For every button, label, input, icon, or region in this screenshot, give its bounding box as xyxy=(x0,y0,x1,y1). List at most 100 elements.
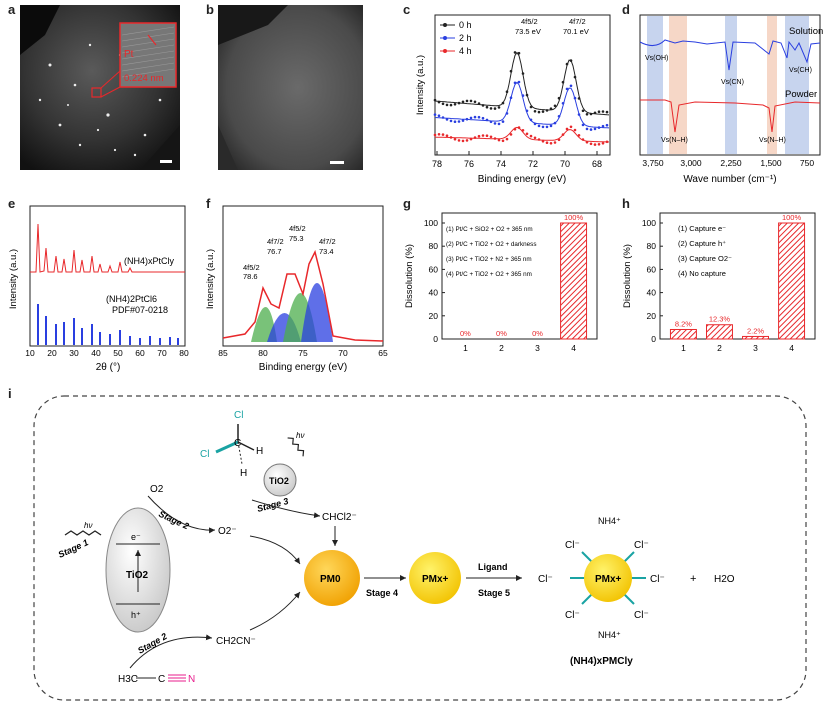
c-data-point xyxy=(473,100,477,104)
hv-stage3: hν xyxy=(296,431,304,440)
cl-atom-top: Cl xyxy=(234,410,243,421)
c-atom: C xyxy=(234,438,241,449)
bar-plot-frame xyxy=(441,212,598,340)
f-peak-label-3: 4f5/2 xyxy=(289,224,306,233)
svg-text:40: 40 xyxy=(91,348,101,358)
c-data-point xyxy=(481,116,485,120)
bar-xtick: 2 xyxy=(717,343,722,353)
bar-chart-g: Dissolution (%) 0 20 40 60 80 100 0% 1 0% 2 0% 3 100%… xyxy=(404,212,598,353)
f-xticks: 85 80 75 70 65 xyxy=(218,348,388,358)
ammonium-bottom: NH4⁺ xyxy=(598,630,621,640)
pmx-sphere xyxy=(409,552,461,604)
c-legend-0h: 0 h xyxy=(459,20,472,30)
c-xtick: 78 xyxy=(432,159,442,169)
panel-label-c: c xyxy=(403,2,411,17)
c-data-point xyxy=(585,127,589,131)
c-data-point xyxy=(569,84,573,88)
e-xticks: 10 20 30 40 50 60 70 80 xyxy=(25,348,189,358)
bar-xtick: 3 xyxy=(535,343,540,353)
tio2-particle-small xyxy=(263,463,297,497)
e-ylabel: Intensity (a.u.) xyxy=(8,249,19,309)
svg-text:10: 10 xyxy=(25,348,35,358)
f-ylabel: Intensity (a.u.) xyxy=(205,249,216,309)
panel-label-e: e xyxy=(8,196,16,211)
light-wave-stage3 xyxy=(287,437,305,457)
c-data-point xyxy=(541,110,545,113)
bar-ytick: 20 xyxy=(429,311,439,321)
svg-text:70: 70 xyxy=(157,348,167,358)
f-xlabel: Binding energy (eV) xyxy=(259,362,347,373)
c-data-point xyxy=(445,103,449,107)
panel-a-tem-image: Pt 0.224 nm xyxy=(20,5,180,170)
svg-text:85: 85 xyxy=(218,348,228,358)
e-pdf-label: PDF#07-0218 xyxy=(112,305,168,315)
c-data-point xyxy=(581,123,585,127)
xps-chart-f: Intensity (a.u.) 4f5/2 78.6 4f7/2 76.7 4… xyxy=(205,205,388,373)
c-data-point xyxy=(517,80,521,84)
powder-spectrum xyxy=(640,99,821,133)
c-data-point xyxy=(461,100,465,104)
panel-label-g: g xyxy=(403,196,411,211)
svg-text:65: 65 xyxy=(378,348,388,358)
c-data-point xyxy=(449,119,453,123)
c-data-point xyxy=(445,118,449,121)
bar-ytick: 0 xyxy=(433,334,438,344)
c-data-point xyxy=(545,125,549,129)
c-fit-curve xyxy=(434,126,610,143)
bar-data-label: 8.2% xyxy=(675,319,692,328)
bar-data-label: 0% xyxy=(496,329,507,338)
h-atom-right: H xyxy=(256,446,263,457)
chloroplatinate-complex: PMx+ NH4⁺ NH4⁺ Cl⁻ Cl⁻ Cl⁻ Cl⁻ Cl⁻ Cl⁻ xyxy=(538,516,665,640)
bar-4 xyxy=(778,222,806,340)
svg-text:30: 30 xyxy=(69,348,79,358)
panel-label-i: i xyxy=(8,386,12,401)
c-data-point xyxy=(593,127,597,131)
chloroform-molecule: Cl C Cl H H xyxy=(200,410,263,479)
bar-ytick: 60 xyxy=(647,264,657,274)
c-peak1-value: 73.5 eV xyxy=(515,27,541,36)
pmx-label: PMx+ xyxy=(422,574,449,585)
panel-d-ftir: Solution Powder Vs(OH) Vs(CN) Vs(CH) Vs(… xyxy=(635,10,825,190)
pm0-label: PM0 xyxy=(320,574,341,585)
bar-legend-item: (1) Pt/C + SiO2 + O2 + 365 nm xyxy=(446,226,533,233)
c-data-point xyxy=(549,142,553,145)
nitrile-n: N xyxy=(188,674,195,685)
c-data-point xyxy=(525,132,529,136)
c-xtick: 70 xyxy=(560,159,570,169)
c-data-point xyxy=(549,124,553,128)
panel-e-xrd: Intensity (a.u.) (NH4)xPtCly (NH4)2PtCl6… xyxy=(8,204,193,374)
c-data-point xyxy=(569,125,573,129)
bar-legend-item: (2) Capture h⁺ xyxy=(678,239,726,248)
acetonitrile-molecule: H3C C N xyxy=(118,674,195,685)
bar-ylabel: Dissolution (%) xyxy=(622,244,633,308)
c-data-point xyxy=(477,134,481,138)
c-data-point xyxy=(465,139,469,142)
stage2-label-top: Stage 2 xyxy=(157,509,190,532)
bar-legend-item: (4) No capture xyxy=(678,269,726,278)
c-data-point xyxy=(553,104,557,108)
bar-legend-item: (3) Capture O2⁻ xyxy=(678,254,732,263)
c-data-point xyxy=(457,120,461,123)
bar-data-label: 100% xyxy=(564,213,584,222)
c-legend-2h: 2 h xyxy=(459,33,472,43)
c-data-point xyxy=(601,124,605,128)
f-peak-label-2: 4f7/2 xyxy=(267,237,284,246)
bar-xtick: 1 xyxy=(681,343,686,353)
c-data-point xyxy=(457,139,461,142)
dashed-frame xyxy=(33,395,807,701)
superoxide-radical: O2⁻ xyxy=(218,526,237,537)
hv-stage1: hν xyxy=(84,521,92,530)
d-band-oh-label: Vs(OH) xyxy=(645,55,668,62)
c-data-point xyxy=(449,103,453,107)
svg-text:1,500: 1,500 xyxy=(760,158,782,168)
c-data-point xyxy=(433,113,437,116)
scale-bar-a xyxy=(160,160,172,163)
panel-label-h: h xyxy=(622,196,630,211)
c-data-point xyxy=(533,136,537,140)
c-data-point xyxy=(493,122,497,125)
c-data-point xyxy=(485,105,489,109)
bar-legend-item: (2) Pt/C + TiO2 + O2 + darkness xyxy=(446,241,536,248)
d-solution-label: Solution xyxy=(789,26,823,37)
stage4-label: Stage 4 xyxy=(366,588,398,598)
d-band-nh2-label: Vs(N–H) xyxy=(759,137,786,144)
